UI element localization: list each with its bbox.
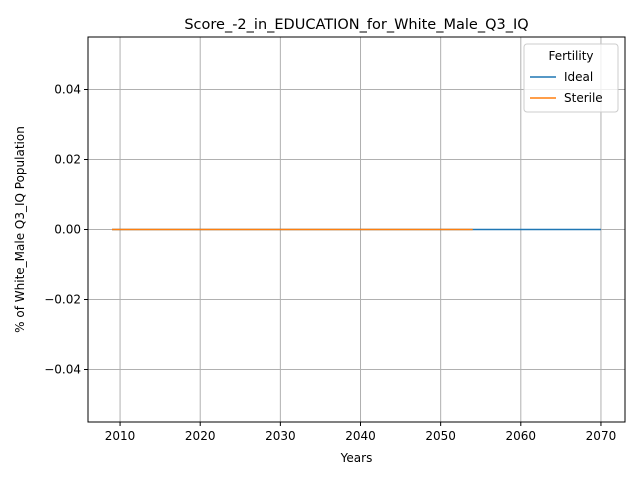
x-tick-label: 2020: [185, 429, 216, 443]
legend-box: [523, 43, 619, 113]
x-tick-label: 2010: [105, 429, 136, 443]
y-axis-ticks: −0.04 −0.02 0.00 0.02 0.04: [44, 83, 88, 377]
x-tick-label: 2030: [265, 429, 296, 443]
x-tick-label: 2040: [345, 429, 376, 443]
legend-title: Fertility: [548, 49, 593, 63]
y-tick-label: 0.04: [54, 83, 81, 97]
legend-entries: Ideal Sterile: [530, 70, 603, 105]
x-tick-label: 2050: [425, 429, 456, 443]
y-tick-label: −0.02: [44, 293, 81, 307]
legend-label: Ideal: [564, 70, 593, 84]
x-tick-label: 2060: [506, 429, 537, 443]
y-tick-label: −0.04: [44, 363, 81, 377]
legend-label: Sterile: [564, 91, 603, 105]
y-tick-label: 0.02: [54, 153, 81, 167]
legend: Fertility Ideal Sterile: [523, 43, 619, 113]
x-axis-ticks: 2010 2020 2030 2040 2050 2060 2070: [105, 422, 616, 443]
y-tick-label: 0.00: [54, 223, 81, 237]
x-tick-label: 2070: [586, 429, 617, 443]
y-axis-title: % of White_Male Q3_IQ Population: [13, 126, 27, 333]
x-axis-title: Years: [340, 451, 373, 465]
chart-title: Score_-2_in_EDUCATION_for_White_Male_Q3_…: [184, 17, 528, 33]
